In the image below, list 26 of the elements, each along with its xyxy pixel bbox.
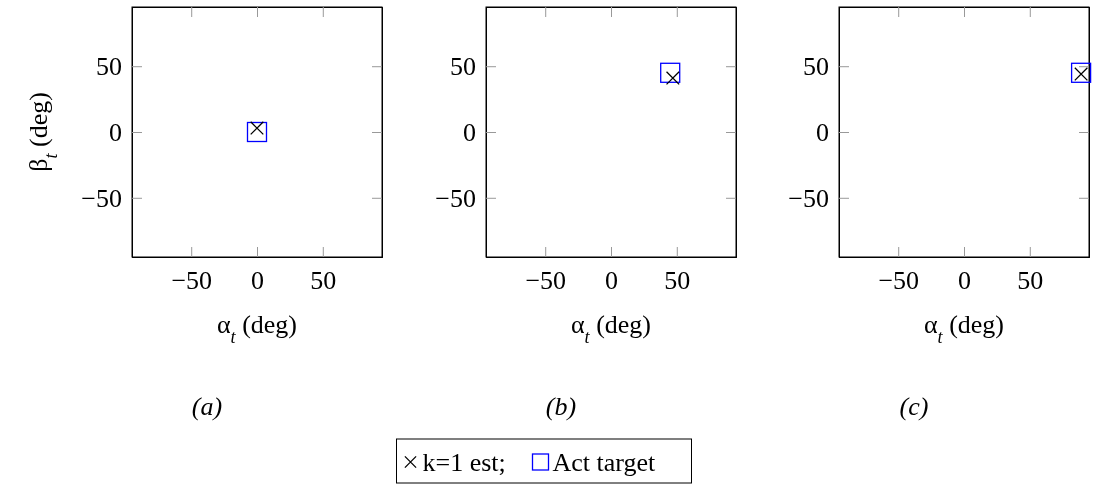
x-axis-title: α$_{t}$ (deg) bbox=[570, 310, 652, 347]
y-tick-label: 0 bbox=[816, 117, 829, 147]
y-tick-label: −50 bbox=[435, 183, 476, 213]
legend-label: Act target bbox=[552, 448, 657, 477]
y-tick-label: −50 bbox=[788, 183, 829, 213]
x-tick-label: −50 bbox=[525, 266, 567, 296]
y-tick-label: 50 bbox=[450, 52, 476, 82]
x-tick-label: −50 bbox=[171, 266, 213, 296]
y-tick-label: 0 bbox=[109, 117, 122, 147]
y-tick-label: −50 bbox=[81, 183, 122, 213]
x-axis-title: α$_{t}$ (deg) bbox=[923, 310, 1005, 347]
x-tick-label: 50 bbox=[310, 266, 337, 296]
x-tick-label: 0 bbox=[605, 266, 618, 296]
x-tick-label: 0 bbox=[251, 266, 264, 296]
x-tick-label: −50 bbox=[878, 266, 920, 296]
x-tick-label: 50 bbox=[664, 266, 691, 296]
x-tick-label: 50 bbox=[1017, 266, 1044, 296]
x-tick-label: 0 bbox=[958, 266, 971, 296]
legend-label: k=1 est; bbox=[422, 448, 506, 477]
text: (b) bbox=[545, 392, 577, 421]
text: (c) bbox=[899, 392, 929, 421]
text: (a) bbox=[191, 392, 223, 421]
x-axis-title: α$_{t}$ (deg) bbox=[216, 310, 298, 347]
y-tick-label: 0 bbox=[463, 117, 476, 147]
y-tick-label: 50 bbox=[803, 52, 829, 82]
y-tick-label: 50 bbox=[96, 52, 122, 82]
